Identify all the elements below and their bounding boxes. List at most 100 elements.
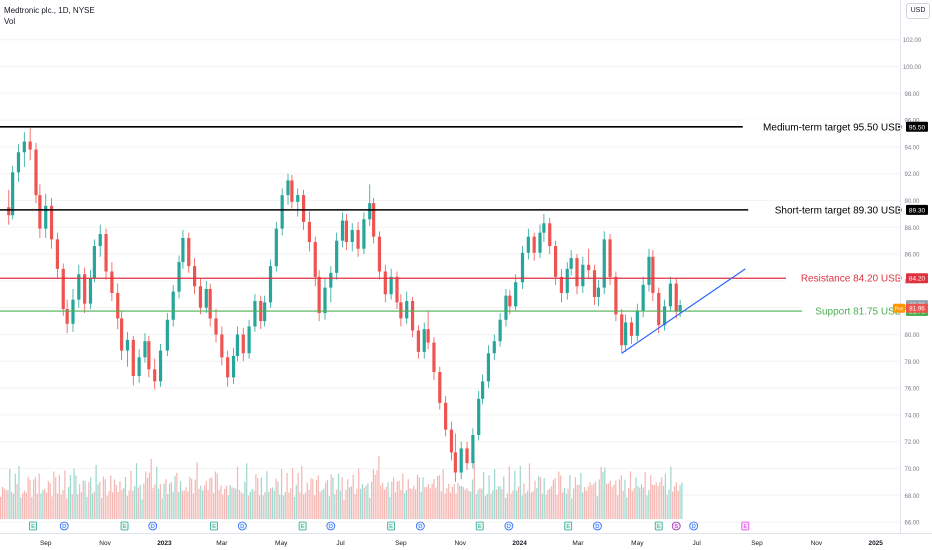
level-lines: Medium-term target 95.50 USD Short-term t… <box>0 119 902 318</box>
volume-bar <box>77 494 79 519</box>
volume-bar <box>554 478 556 519</box>
volume-bar <box>220 485 222 519</box>
candle-body <box>214 318 218 335</box>
split-marker <box>671 521 681 531</box>
volume-bar <box>400 489 402 519</box>
event-marker-letter: E <box>301 524 305 530</box>
volume-bar <box>150 458 152 519</box>
volume-bar <box>470 491 472 519</box>
volume-bar <box>670 466 672 519</box>
volume-bar <box>448 484 450 519</box>
candle-body <box>651 256 655 293</box>
candle-body <box>88 278 93 304</box>
volume-bar <box>67 486 70 519</box>
volume-bar <box>31 496 33 519</box>
volume-bar <box>549 488 551 519</box>
candle-body <box>83 274 87 304</box>
volume-bar <box>519 465 521 519</box>
volume-bar <box>71 494 73 519</box>
volume-bar <box>251 488 253 519</box>
volume-bar <box>506 493 509 519</box>
event-marker-letter: E <box>743 524 747 530</box>
candle-body <box>274 228 278 267</box>
price-tick-label: 76.00 <box>904 387 920 393</box>
candle-body <box>55 239 60 269</box>
volume-bar <box>291 468 294 519</box>
candle-body <box>71 299 75 324</box>
earnings-marker <box>564 521 573 531</box>
candle-body <box>137 357 141 377</box>
volume-bar <box>112 492 114 519</box>
volume-bar <box>102 476 105 519</box>
volume-bar <box>299 492 301 519</box>
dividend-marker <box>326 521 336 531</box>
candle-body <box>481 381 485 399</box>
event-marker-letter: E <box>123 524 127 530</box>
level-label-bg <box>748 202 898 215</box>
volume-bar <box>488 475 490 519</box>
volume-bar <box>246 463 248 519</box>
time-tick-label: Jul <box>336 540 345 547</box>
volume-bar <box>192 493 195 519</box>
volume-bar <box>273 490 275 519</box>
volume-bar <box>266 471 268 519</box>
volume-bar <box>167 494 169 519</box>
volume-bar <box>530 492 532 519</box>
volume-bar <box>477 490 479 519</box>
candle-body <box>368 203 372 220</box>
volume-bar <box>247 495 250 519</box>
volume-bar <box>431 483 433 519</box>
symbol-label[interactable]: Medtronic plc., 1D, NYSE <box>4 6 95 15</box>
volume-bar <box>418 477 420 519</box>
candle-body <box>120 318 124 351</box>
volume-bar <box>392 477 395 519</box>
candle-body <box>416 330 420 352</box>
volume-bar <box>277 481 279 519</box>
volume-bar <box>321 490 323 519</box>
candle-body <box>608 239 612 277</box>
volume-bar <box>27 476 29 519</box>
candle-body <box>362 219 366 249</box>
volume-bar <box>47 480 49 519</box>
earnings-marker <box>298 521 307 531</box>
candle-body <box>28 141 32 150</box>
candle-body <box>405 301 409 319</box>
volume-bar <box>323 488 325 519</box>
volume-bar <box>42 490 44 519</box>
event-marker-letter: D <box>507 524 511 530</box>
candle-body <box>263 302 267 322</box>
volume-bar <box>341 477 343 519</box>
volume-bar <box>583 487 586 519</box>
volume-bar <box>383 489 386 519</box>
candle-body <box>296 195 300 202</box>
volume-bar <box>422 477 424 519</box>
volume-bar <box>574 477 577 519</box>
candle-body <box>678 305 682 312</box>
dividend-marker <box>593 521 602 531</box>
candle-body <box>629 322 634 336</box>
currency-button[interactable]: USD <box>906 3 930 19</box>
volume-bar <box>119 481 121 519</box>
volume-bar <box>218 489 220 519</box>
volume-bar <box>369 497 371 519</box>
volume-bar <box>611 487 613 519</box>
volume-bar <box>290 488 292 519</box>
candle-body <box>143 341 147 358</box>
volume-bar <box>36 493 38 519</box>
volume-bar <box>174 475 176 519</box>
volume-bar <box>58 475 60 519</box>
volume-label[interactable]: Vol <box>4 17 16 26</box>
price-tick-label: 78.00 <box>904 360 920 366</box>
volume-bar <box>596 496 599 519</box>
volume-bar <box>56 493 59 519</box>
volume-bar <box>370 481 373 519</box>
volume-bar <box>440 491 442 519</box>
volume-bar <box>293 496 296 519</box>
volume-bar <box>352 474 354 519</box>
volume-bar <box>75 475 77 519</box>
candle-body <box>193 266 197 287</box>
legend: Medtronic plc., 1D, NYSE Vol <box>4 5 95 27</box>
volume-bar <box>207 489 209 519</box>
volume-bar <box>646 495 648 519</box>
